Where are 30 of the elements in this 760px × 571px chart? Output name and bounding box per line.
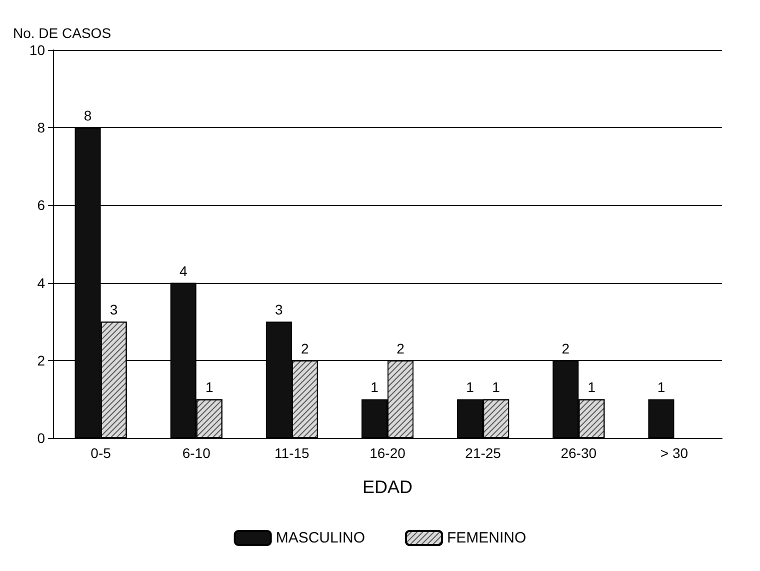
y-tick-label: 0 [37,430,46,446]
data-label: 1 [370,379,379,396]
x-tick-label: 11-15 [274,445,310,461]
x-tick-label: 16-20 [370,445,406,461]
data-label: 2 [396,340,405,356]
data-label: 1 [588,379,596,396]
x-tick-label: 21-25 [465,445,502,461]
data-label: 2 [301,340,310,356]
data-label: 3 [110,302,118,318]
x-tick-label: 26-30 [560,445,597,461]
data-label: 8 [84,108,92,124]
data-label: 1 [205,379,214,396]
y-tick-label: 10 [29,42,46,58]
data-label: 3 [275,302,284,318]
x-tick-label: 0-5 [90,445,112,461]
x-tick-label: 6-10 [182,445,211,461]
data-label: 2 [562,340,570,356]
x-axis-title: EDAD [362,477,413,497]
legend-label: MASCULINO [276,530,366,546]
y-tick-label: 4 [37,274,46,291]
data-label: 4 [179,262,188,279]
y-tick-label: 6 [37,197,46,214]
legend-label: FEMENINO [447,530,526,546]
data-label: 1 [466,379,474,396]
y-tick-label: 2 [37,352,46,368]
data-label: 1 [657,379,666,396]
y-tick-label: 8 [37,120,46,136]
y-axis-title: No. DE CASOS [13,25,112,41]
x-tick-label: > 30 [660,445,688,461]
data-label: 1 [492,379,500,396]
